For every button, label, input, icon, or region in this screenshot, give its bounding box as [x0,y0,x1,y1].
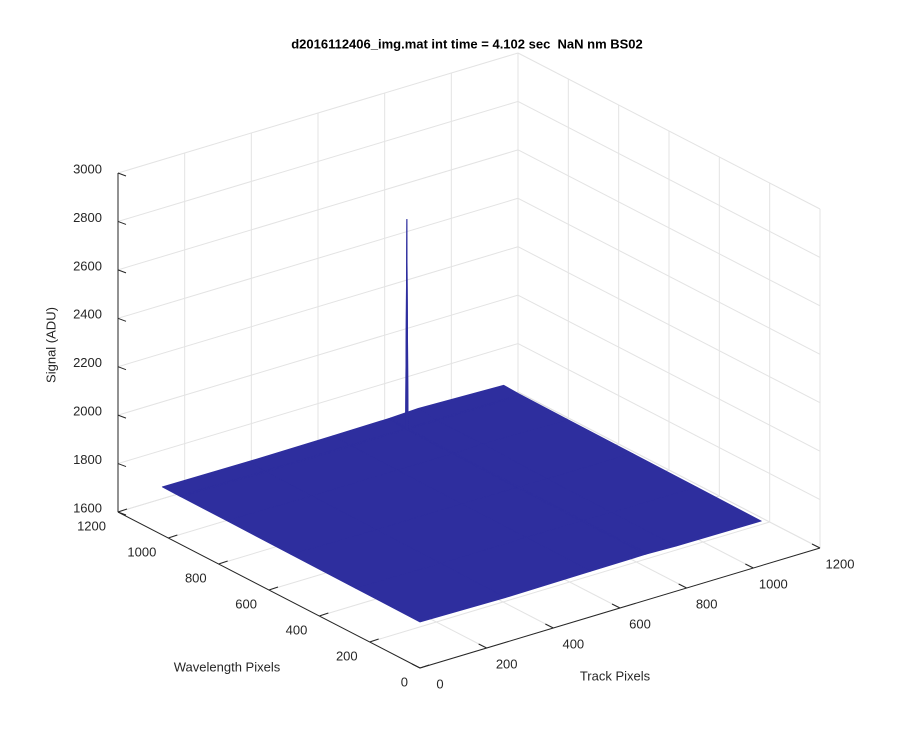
x-tick-label: 200 [496,656,518,671]
x-tick-label: 400 [562,636,584,651]
z-tick-label: 2000 [73,404,102,419]
chart-title: d2016112406_img.mat int time = 4.102 sec… [291,36,643,51]
grid-line [117,197,519,319]
x-tick-label: 0 [436,676,443,691]
y-tick [268,586,279,591]
z-tick-label: 2200 [73,355,102,370]
z-tick-label: 3000 [73,161,102,176]
y-tick [419,664,430,669]
grid-line [117,149,519,271]
grid-line [517,343,821,501]
grid-line [517,100,821,258]
z-tick [117,269,127,274]
y-tick [168,534,178,539]
z-tick [117,366,127,371]
surface-patch [355,563,506,623]
grid-line [517,52,821,210]
z-tick [117,317,127,322]
z-axis-label: Signal (ADU) [43,307,58,383]
x-tick-label: 1000 [759,576,788,591]
x-tick [678,583,687,589]
grid-line [517,197,821,355]
grid-line [517,294,821,452]
x-tick-label: 800 [696,596,718,611]
x-tick [545,623,554,629]
grid-line [369,521,770,643]
x-tick [478,643,487,649]
y-axis-label: Wavelength Pixels [174,659,281,674]
z-tick [117,220,127,225]
surface [161,219,762,623]
y-tick [218,560,228,565]
x-tick [611,603,621,609]
grid-line [517,149,821,307]
y-tick-label: 1000 [127,544,156,559]
grid-line [517,391,821,549]
y-tick [117,508,128,513]
axes: 0 200 400 600 800 1000 1200 0 200 400 600 800 1000 12… [73,161,854,691]
y-tick [369,638,379,643]
y-tick [319,612,329,617]
x-axis-label: Track Pixels [580,668,651,683]
z-tick [117,511,127,516]
z-tick-label: 2400 [73,307,102,322]
grid-line [117,343,519,465]
x-tick [745,563,754,569]
y-tick-label: 800 [185,570,207,585]
grid-line [117,246,519,368]
grid-line [117,100,519,222]
x-tick-label: 600 [629,616,651,631]
x-tick [411,663,421,669]
grid-line [517,246,821,404]
y-tick-label: 400 [286,622,308,637]
z-tick-label: 2600 [73,258,102,273]
z-tick [117,463,127,468]
y-tick-label: 1200 [77,518,106,533]
y-tick-label: 200 [336,648,358,663]
grid-line [117,52,519,174]
z-tick-label: 2800 [73,210,102,225]
y-tick-label: 0 [401,674,408,689]
z-tick [117,172,127,177]
z-tick-label: 1600 [73,500,102,515]
x-tick [811,543,821,549]
x-tick-label: 1200 [826,556,855,571]
grid-line [117,294,519,416]
z-tick [117,414,127,419]
z-tick-label: 1800 [73,452,102,467]
y-tick-label: 600 [235,596,257,611]
